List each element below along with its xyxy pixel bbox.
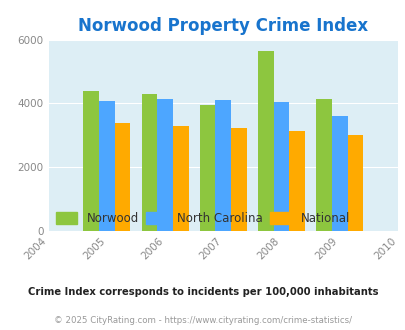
Text: © 2025 CityRating.com - https://www.cityrating.com/crime-statistics/: © 2025 CityRating.com - https://www.city… [54, 315, 351, 325]
Bar [157, 99, 173, 231]
Bar [347, 135, 362, 231]
Bar [99, 101, 115, 231]
Bar [230, 128, 246, 231]
Bar [289, 131, 304, 231]
Bar [173, 126, 188, 231]
Bar [83, 91, 99, 231]
Bar [257, 51, 273, 231]
Bar [315, 99, 331, 231]
Bar [273, 102, 289, 231]
Bar [215, 100, 230, 231]
Bar [331, 115, 347, 231]
Bar [115, 123, 130, 231]
Bar [141, 94, 157, 231]
Bar [199, 105, 215, 231]
Text: Crime Index corresponds to incidents per 100,000 inhabitants: Crime Index corresponds to incidents per… [28, 287, 377, 297]
Title: Norwood Property Crime Index: Norwood Property Crime Index [78, 17, 367, 35]
Legend: Norwood, North Carolina, National: Norwood, North Carolina, National [56, 212, 349, 225]
